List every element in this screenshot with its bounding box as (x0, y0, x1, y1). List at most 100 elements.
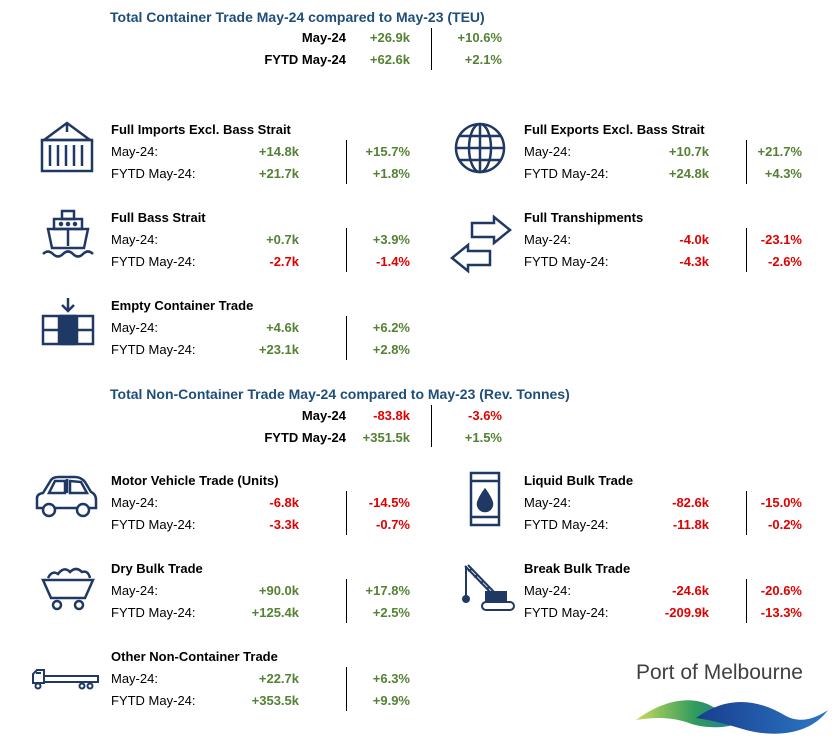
may-pct: +17.8% (365, 583, 410, 598)
non-container-summary-label-1: May-24 (301, 408, 346, 423)
container-icon (38, 120, 96, 174)
container-summary-label-2: FYTD May-24 (264, 52, 346, 67)
section-title: Liquid Bulk Trade (524, 473, 634, 488)
port-of-melbourne-logo (636, 690, 831, 747)
container-summary-value-2: +62.6k (369, 52, 410, 67)
may-value: +4.6k (266, 320, 299, 335)
row-label-month: May-24: (524, 232, 571, 247)
section-title: Full Bass Strait (111, 210, 206, 225)
row-label-month: May-24: (111, 144, 158, 159)
section-title: Break Bulk Trade (524, 561, 631, 576)
non-container-summary-title: Total Non-Container Trade May-24 compare… (110, 386, 570, 402)
fytd-pct: +1.8% (372, 166, 410, 181)
container-summary-pct-1: +10.6% (457, 30, 502, 45)
may-pct: -23.1% (760, 232, 802, 247)
non-container-summary-pct-1: -3.6% (468, 408, 502, 423)
flatbed-truck-icon (30, 665, 100, 691)
fytd-value: +353.5k (251, 693, 299, 708)
globe-icon (452, 120, 508, 176)
may-value: -6.8k (269, 495, 299, 510)
fytd-pct: +9.9% (372, 693, 410, 708)
divider (746, 491, 747, 535)
row-label-month: May-24: (524, 144, 571, 159)
may-pct: +15.7% (365, 144, 410, 159)
divider (346, 579, 347, 623)
may-pct: +6.2% (372, 320, 410, 335)
divider (346, 491, 347, 535)
car-icon (33, 474, 99, 520)
section-title: Motor Vehicle Trade (Units) (111, 473, 279, 488)
divider (346, 667, 347, 711)
fytd-pct: +2.8% (372, 342, 410, 357)
section-title: Full Exports Excl. Bass Strait (524, 122, 705, 137)
row-label-month: May-24: (111, 232, 158, 247)
row-label-fytd: FYTD May-24: (524, 517, 609, 532)
fytd-pct: -1.4% (376, 254, 410, 269)
row-label-month: May-24: (111, 583, 158, 598)
section-title: Full Imports Excl. Bass Strait (111, 122, 291, 137)
non-container-summary-divider (431, 405, 432, 447)
may-value: -24.6k (672, 583, 709, 598)
fytd-pct: -0.2% (768, 517, 802, 532)
may-pct: +3.9% (372, 232, 410, 247)
may-value: +14.8k (258, 144, 299, 159)
section-title: Empty Container Trade (111, 298, 254, 313)
fytd-value: +125.4k (251, 605, 299, 620)
may-value: +22.7k (258, 671, 299, 686)
fytd-value: -3.3k (269, 517, 299, 532)
row-label-month: May-24: (111, 320, 158, 335)
fytd-value: -209.9k (664, 605, 709, 620)
transfer-arrows-icon (448, 214, 514, 274)
fytd-pct: -13.3% (760, 605, 802, 620)
divider (346, 140, 347, 184)
row-label-fytd: FYTD May-24: (111, 605, 196, 620)
mine-cart-icon (38, 566, 98, 614)
non-container-summary-label-2: FYTD May-24 (264, 430, 346, 445)
fytd-pct: +4.3% (764, 166, 802, 181)
row-label-fytd: FYTD May-24: (111, 693, 196, 708)
divider (346, 228, 347, 272)
may-pct: -15.0% (760, 495, 802, 510)
row-label-fytd: FYTD May-24: (524, 166, 609, 181)
fytd-pct: +2.5% (372, 605, 410, 620)
may-pct: -14.5% (368, 495, 410, 510)
fytd-pct: -2.6% (768, 254, 802, 269)
row-label-fytd: FYTD May-24: (524, 254, 609, 269)
divider (346, 316, 347, 360)
fytd-value: +23.1k (258, 342, 299, 357)
container-summary-divider (431, 28, 432, 70)
row-label-fytd: FYTD May-24: (111, 254, 196, 269)
fytd-value: -4.3k (679, 254, 709, 269)
row-label-month: May-24: (524, 583, 571, 598)
may-value: -4.0k (679, 232, 709, 247)
empty-container-icon (40, 296, 96, 350)
fytd-value: -2.7k (269, 254, 299, 269)
divider (746, 228, 747, 272)
crane-icon (458, 562, 518, 614)
row-label-fytd: FYTD May-24: (111, 166, 196, 181)
row-label-fytd: FYTD May-24: (111, 342, 196, 357)
divider (746, 140, 747, 184)
ship-icon (40, 208, 96, 262)
fytd-pct: -0.7% (376, 517, 410, 532)
row-label-fytd: FYTD May-24: (524, 605, 609, 620)
non-container-summary-pct-2: +1.5% (464, 430, 502, 445)
row-label-month: May-24: (111, 495, 158, 510)
may-pct: +6.3% (372, 671, 410, 686)
section-title: Full Transhipments (524, 210, 644, 225)
divider (746, 579, 747, 623)
row-label-month: May-24: (524, 495, 571, 510)
may-value: +90.0k (258, 583, 299, 598)
fytd-value: +21.7k (258, 166, 299, 181)
may-pct: -20.6% (760, 583, 802, 598)
oil-drum-icon (466, 470, 504, 528)
container-summary-label-1: May-24 (301, 30, 346, 45)
row-label-fytd: FYTD May-24: (111, 517, 196, 532)
section-title: Dry Bulk Trade (111, 561, 203, 576)
row-label-month: May-24: (111, 671, 158, 686)
section-title: Other Non-Container Trade (111, 649, 278, 664)
may-value: -82.6k (672, 495, 709, 510)
container-summary-value-1: +26.9k (369, 30, 410, 45)
fytd-value: +24.8k (668, 166, 709, 181)
container-summary-title: Total Container Trade May-24 compared to… (110, 9, 485, 25)
